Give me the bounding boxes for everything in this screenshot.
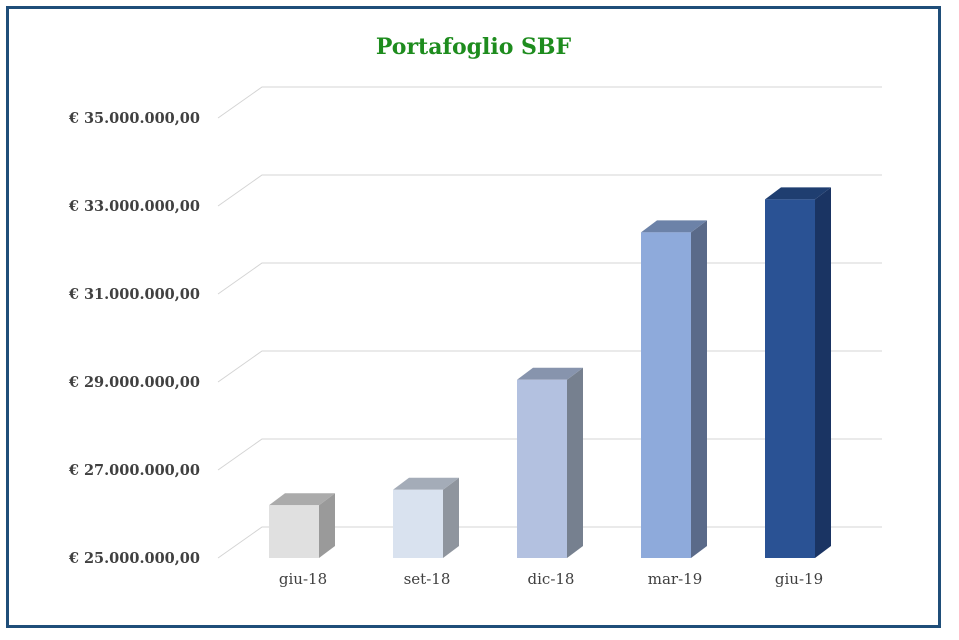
bar-top: [269, 493, 335, 506]
bar-top: [393, 477, 459, 490]
y-tick-label: € 25.000.000,00: [68, 550, 200, 567]
x-tick-label: dic-18: [528, 570, 575, 588]
bar-giu-18: [269, 493, 335, 558]
x-tick-label: giu-19: [775, 570, 823, 588]
bar-side: [691, 220, 707, 558]
y-tick-label: € 27.000.000,00: [68, 462, 200, 479]
bar-top: [517, 367, 583, 380]
bar-giu-19: [765, 187, 831, 558]
x-tick-label: giu-18: [279, 570, 327, 588]
x-tick-label: mar-19: [648, 570, 703, 588]
gridline: [217, 174, 882, 207]
y-tick-label: € 33.000.000,00: [68, 198, 200, 215]
bar-side: [319, 493, 335, 558]
y-tick-label: € 35.000.000,00: [68, 110, 200, 127]
bar-mar-19: [641, 220, 707, 558]
bar-front: [393, 489, 443, 558]
y-axis-ticks: € 25.000.000,00 € 27.000.000,00 € 29.000.0…: [68, 110, 200, 567]
gridline: [217, 86, 882, 119]
chart-title: Portafoglio SBF: [375, 34, 572, 60]
bar-front: [641, 232, 691, 558]
bar-top: [641, 220, 707, 233]
y-tick-label: € 31.000.000,00: [68, 286, 200, 303]
bar-front: [517, 379, 567, 558]
bar-front: [269, 505, 319, 558]
bars: [269, 187, 831, 558]
bar-side: [567, 367, 583, 558]
x-axis-ticks: giu-18 set-18 dic-18 mar-19 giu-19: [279, 570, 823, 588]
y-tick-label: € 29.000.000,00: [68, 374, 200, 391]
bar-top: [765, 187, 831, 200]
x-tick-label: set-18: [404, 570, 451, 588]
bar-side: [443, 477, 459, 558]
bar-front: [765, 199, 815, 558]
bar-dic-18: [517, 367, 583, 558]
bar-set-18: [393, 477, 459, 558]
bar-side: [815, 187, 831, 558]
